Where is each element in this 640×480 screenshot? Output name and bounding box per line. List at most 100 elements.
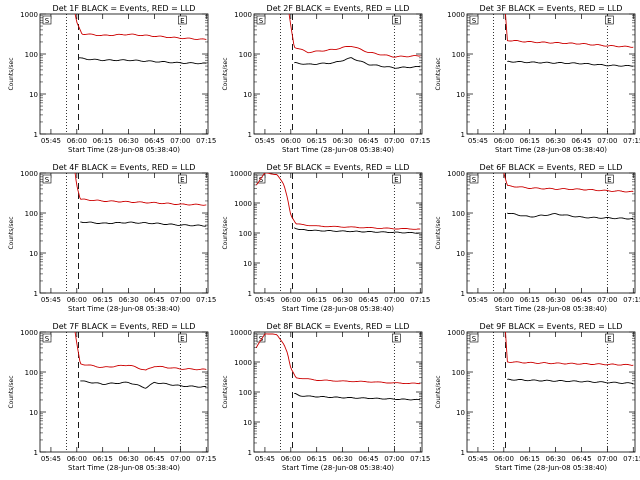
x-tick-label: 07:00 — [384, 455, 404, 463]
y-axis-title: Counts/sec — [222, 57, 229, 90]
x-tick-label: 06:45 — [358, 137, 378, 145]
y-tick-label: 10 — [29, 409, 38, 417]
events-series-line — [507, 212, 634, 220]
plot-frame — [466, 172, 636, 294]
x-tick-label: 07:15 — [623, 296, 640, 304]
end-marker-box — [178, 15, 187, 25]
y-tick-label: 1000 — [20, 170, 38, 178]
start-marker-label: S — [472, 335, 477, 343]
start-marker-box — [42, 15, 52, 25]
start-marker-box — [256, 333, 266, 343]
plot-frame — [253, 331, 423, 453]
x-tick-label: 06:30 — [546, 296, 566, 304]
x-tick-label: 06:30 — [333, 137, 353, 145]
x-tick-label: 06:30 — [333, 296, 353, 304]
chart-panel-9: Det 9F BLACK = Events, RED = LLD 1 10 100 10… — [435, 322, 640, 472]
x-axis-title: Start Time (28-Jun-08 05:38:40) — [68, 464, 180, 472]
plot-frame — [466, 331, 636, 453]
x-tick-label: 07:00 — [597, 455, 617, 463]
series-group — [505, 332, 634, 384]
end-marker-label: E — [180, 335, 184, 343]
x-tick-label: 06:30 — [119, 296, 139, 304]
chart-title: Det 2F BLACK = Events, RED = LLD — [267, 4, 410, 13]
start-marker-label: S — [45, 335, 50, 343]
chart-title: Det 3F BLACK = Events, RED = LLD — [480, 4, 623, 13]
end-marker-label: E — [180, 176, 184, 184]
y-tick-label: 1 — [34, 131, 38, 139]
series-group — [74, 332, 207, 389]
y-tick-label: 10 — [243, 260, 252, 268]
plot-frame — [253, 172, 423, 294]
start-marker-label: S — [259, 17, 264, 25]
x-tick-label: 06:15 — [307, 455, 327, 463]
chart-title: Det 1F BLACK = Events, RED = LLD — [53, 4, 196, 13]
lld-series-line — [505, 332, 634, 366]
plot-frame — [39, 331, 209, 453]
y-tick-label: 10000 — [230, 170, 252, 178]
x-tick-label: 06:45 — [571, 137, 591, 145]
y-tick-label: 10 — [456, 91, 465, 99]
y-tick-label: 100 — [239, 389, 252, 397]
start-marker-label: S — [472, 17, 477, 25]
end-marker-label: E — [607, 176, 611, 184]
x-tick-label: 05:45 — [41, 455, 61, 463]
lld-series-line — [74, 332, 207, 371]
chart-title: Det 9F BLACK = Events, RED = LLD — [480, 322, 623, 331]
x-axis-title: Start Time (28-Jun-08 05:38:40) — [282, 305, 394, 313]
x-tick-label: 07:15 — [196, 455, 216, 463]
events-series-line — [294, 392, 421, 401]
chart-title: Det 8F BLACK = Events, RED = LLD — [267, 322, 410, 331]
y-tick-label: 10 — [29, 250, 38, 258]
x-tick-label: 06:00 — [281, 137, 301, 145]
events-series-line — [80, 221, 207, 227]
y-tick-label: 10 — [29, 91, 38, 99]
series-group — [255, 173, 421, 234]
end-marker-box — [178, 333, 187, 343]
x-tick-label: 06:00 — [67, 296, 87, 304]
lld-series-line — [74, 173, 207, 206]
y-tick-label: 1000 — [234, 200, 252, 208]
end-marker-label: E — [180, 17, 184, 25]
x-tick-label: 07:15 — [623, 455, 640, 463]
start-marker-box — [469, 333, 479, 343]
events-series-line — [507, 378, 634, 384]
x-tick-label: 07:00 — [170, 137, 190, 145]
y-tick-label: 1 — [248, 449, 252, 457]
y-tick-label: 100 — [239, 51, 252, 59]
y-tick-label: 1 — [461, 449, 465, 457]
x-tick-label: 05:45 — [41, 137, 61, 145]
x-tick-label: 07:15 — [410, 296, 430, 304]
y-tick-label: 100 — [452, 51, 465, 59]
start-marker-label: S — [472, 176, 477, 184]
chart-title: Det 4F BLACK = Events, RED = LLD — [53, 163, 196, 172]
start-marker-label: S — [259, 176, 264, 184]
x-tick-label: 06:30 — [546, 455, 566, 463]
chart-panel-5: Det 5F BLACK = Events, RED = LLD 1 10 100 10… — [222, 163, 430, 313]
x-tick-label: 07:15 — [410, 137, 430, 145]
x-tick-label: 06:45 — [144, 296, 164, 304]
x-tick-label: 06:45 — [144, 137, 164, 145]
end-marker-box — [392, 333, 401, 343]
series-group — [74, 173, 207, 227]
y-tick-label: 100 — [25, 369, 38, 377]
chart-panel-7: Det 7F BLACK = Events, RED = LLD 1 10 100 10… — [8, 322, 216, 472]
end-marker-box — [605, 333, 614, 343]
start-marker-box — [469, 174, 479, 184]
series-group — [255, 333, 421, 401]
series-group — [288, 14, 421, 69]
y-tick-label: 1 — [34, 449, 38, 457]
start-marker-label: S — [45, 17, 50, 25]
y-axis-title: Counts/sec — [222, 375, 229, 408]
y-tick-label: 100 — [25, 210, 38, 218]
chart-title: Det 6F BLACK = Events, RED = LLD — [480, 163, 623, 172]
chart-panel-3: Det 3F BLACK = Events, RED = LLD 1 10 100 10… — [435, 4, 640, 154]
x-tick-label: 06:00 — [281, 455, 301, 463]
end-marker-box — [605, 15, 614, 25]
x-axis-title: Start Time (28-Jun-08 05:38:40) — [495, 305, 607, 313]
y-tick-label: 10000 — [230, 329, 252, 337]
start-marker-box — [469, 15, 479, 25]
x-tick-label: 06:00 — [281, 296, 301, 304]
x-tick-label: 06:15 — [520, 455, 540, 463]
events-series-line — [80, 380, 207, 389]
